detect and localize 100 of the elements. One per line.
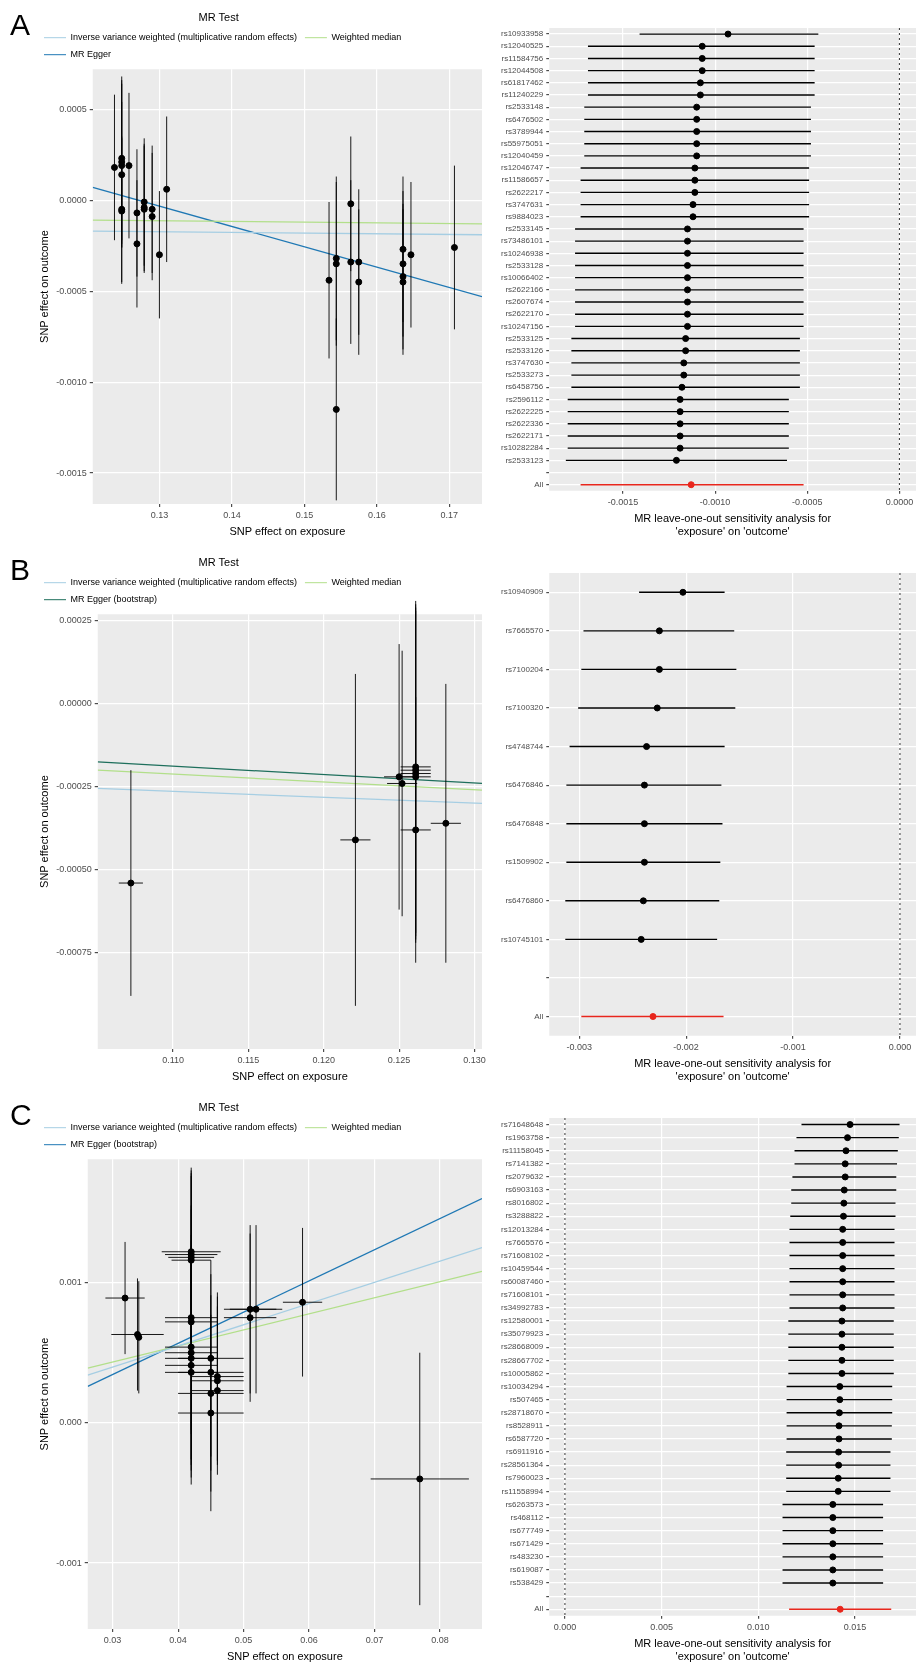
y-tick-label: -0.00050 <box>56 864 92 875</box>
x-tick-label: 0.13 <box>150 509 169 520</box>
y-tick-label: rs2622336 <box>505 419 544 429</box>
x-tick-label: 0.08 <box>431 1634 449 1645</box>
y-tick-label: rs6476846 <box>505 780 544 790</box>
y-tick-label: rs71608101 <box>500 1290 544 1300</box>
y-tick-label: rs483230 <box>509 1552 544 1562</box>
y-tick-label: rs71648648 <box>500 1119 544 1129</box>
y-tick-label: rs8016802 <box>505 1198 544 1208</box>
y-tick-label: rs2596112 <box>506 394 544 404</box>
legend-label: MR Egger (bootstrap) <box>70 1139 158 1150</box>
y-tick-label: rs2622166 <box>505 285 544 295</box>
y-tick-label: rs7960023 <box>505 1473 544 1483</box>
legend-label: Inverse variance weighted (multiplicative random effects) <box>70 1122 297 1133</box>
y-tick-label: 0.0005 <box>59 103 87 114</box>
y-tick-label: rs10940909 <box>500 587 544 597</box>
y-tick-label: -0.001 <box>56 1557 82 1568</box>
y-tick-label: rs12044508 <box>500 65 544 75</box>
y-tick-label: rs10066402 <box>500 272 544 282</box>
y-tick-label: rs2622171 <box>505 431 544 441</box>
x-axis-title: SNP effect on exposure <box>229 525 346 538</box>
y-tick-label: rs11584756 <box>501 53 544 63</box>
y-tick-label: rs7100320 <box>505 703 544 713</box>
y-tick-label: rs2533126 <box>505 345 544 355</box>
y-tick-label: rs1963758 <box>505 1132 544 1142</box>
y-tick-label: 0.0000 <box>59 194 87 205</box>
y-tick-label: rs10282284 <box>500 443 544 453</box>
legend-label: Weighted median <box>331 1122 402 1133</box>
y-tick-label: rs2533128 <box>505 260 544 270</box>
y-tick-label: rs3288822 <box>505 1211 544 1221</box>
x-tick-label: 0.110 <box>162 1054 185 1065</box>
y-tick-label: -0.0015 <box>56 467 87 478</box>
y-tick-label: rs12040525 <box>500 41 544 51</box>
y-tick-label: rs7141382 <box>505 1159 544 1169</box>
legend-label: Inverse variance weighted (multiplicative random effects) <box>70 577 297 588</box>
y-tick-label: rs6587720 <box>505 1434 544 1444</box>
x-tick-label: 0.005 <box>650 1621 673 1632</box>
x-tick-label: 0.14 <box>223 509 241 520</box>
y-tick-label: rs2533273 <box>505 370 544 380</box>
y-tick-label: -0.00075 <box>56 947 92 958</box>
y-tick-label: rs61817462 <box>500 78 544 88</box>
y-tick-label: rs6476848 <box>505 818 544 828</box>
y-tick-label: rs2533148 <box>505 102 544 112</box>
y-tick-label: rs12046747 <box>500 163 544 173</box>
y-tick-label: All <box>534 1011 544 1021</box>
y-tick-label: rs28667702 <box>500 1355 544 1365</box>
y-tick-label: rs6263573 <box>505 1499 544 1509</box>
x-tick-label: 0.115 <box>237 1054 260 1065</box>
y-tick-label: -0.0005 <box>56 285 87 296</box>
y-tick-label: rs6903163 <box>505 1185 544 1195</box>
x-tick-label: 0.16 <box>368 509 386 520</box>
y-tick-label: rs28668009 <box>500 1342 544 1352</box>
x-tick-label: 0.0000 <box>885 496 914 507</box>
y-tick-label: rs2533145 <box>505 224 544 234</box>
x-tick-label: -0.003 <box>566 1041 592 1052</box>
y-tick-label: All <box>534 479 544 489</box>
x-tick-label: 0.015 <box>843 1621 867 1632</box>
y-tick-label: rs2607674 <box>505 297 544 307</box>
x-tick-label: 0.05 <box>234 1634 253 1645</box>
chart-title: C <box>10 1098 32 1132</box>
x-tick-label: -0.0005 <box>792 496 823 507</box>
y-tick-label: rs2622217 <box>505 187 544 197</box>
y-tick-label: rs7100204 <box>505 664 544 674</box>
y-tick-label: rs2622225 <box>505 406 544 416</box>
y-tick-label: rs2533125 <box>505 333 544 343</box>
y-tick-label: rs12040459 <box>500 151 544 161</box>
y-tick-label: 0.00025 <box>59 615 92 626</box>
y-tick-label: rs11240229 <box>501 90 544 100</box>
y-tick-label: rs7665576 <box>505 1237 544 1247</box>
y-tick-label: rs71608102 <box>500 1250 544 1260</box>
x-axis-title: SNP effect on exposure <box>231 1070 348 1083</box>
chart-title: A <box>10 8 31 42</box>
y-tick-label: rs12013284 <box>500 1224 544 1234</box>
x-tick-label: 0.130 <box>463 1054 486 1065</box>
y-tick-label: rs2079632 <box>505 1172 544 1182</box>
x-axis-title: MR leave-one-out sensitivity analysis for 'exposure' on 'outcome' <box>634 512 832 538</box>
y-tick-label: 0.000 <box>59 1417 82 1428</box>
y-tick-label: rs10247156 <box>500 321 544 331</box>
x-tick-label: 0.07 <box>365 1634 384 1645</box>
legend-label: Weighted median <box>331 577 402 588</box>
y-tick-label: rs55975051 <box>500 138 544 148</box>
y-tick-label: rs1509902 <box>505 857 544 867</box>
y-tick-label: rs10933958 <box>500 29 544 39</box>
x-tick-label: 0.000 <box>888 1041 912 1052</box>
y-axis-title: SNP effect on outcome <box>37 1337 50 1451</box>
y-tick-label: rs8528911 <box>506 1421 544 1431</box>
y-tick-label: rs10246938 <box>500 248 544 258</box>
x-tick-label: 0.17 <box>440 509 459 520</box>
y-tick-label: rs10745101 <box>500 934 544 944</box>
y-tick-label: rs73486101 <box>500 236 544 246</box>
y-tick-label: -0.00025 <box>56 781 92 792</box>
y-tick-label: rs11158045 <box>502 1145 544 1155</box>
y-tick-label: rs507465 <box>509 1394 544 1404</box>
y-tick-label: rs2622170 <box>505 309 544 319</box>
y-tick-label: rs10005862 <box>500 1368 544 1378</box>
y-axis-title: SNP effect on outcome <box>37 230 50 343</box>
y-tick-label: rs34992783 <box>500 1303 544 1313</box>
legend-label: MR Egger <box>70 49 112 60</box>
y-tick-label: rs6476860 <box>505 896 544 906</box>
y-tick-label: rs60087460 <box>500 1276 544 1286</box>
